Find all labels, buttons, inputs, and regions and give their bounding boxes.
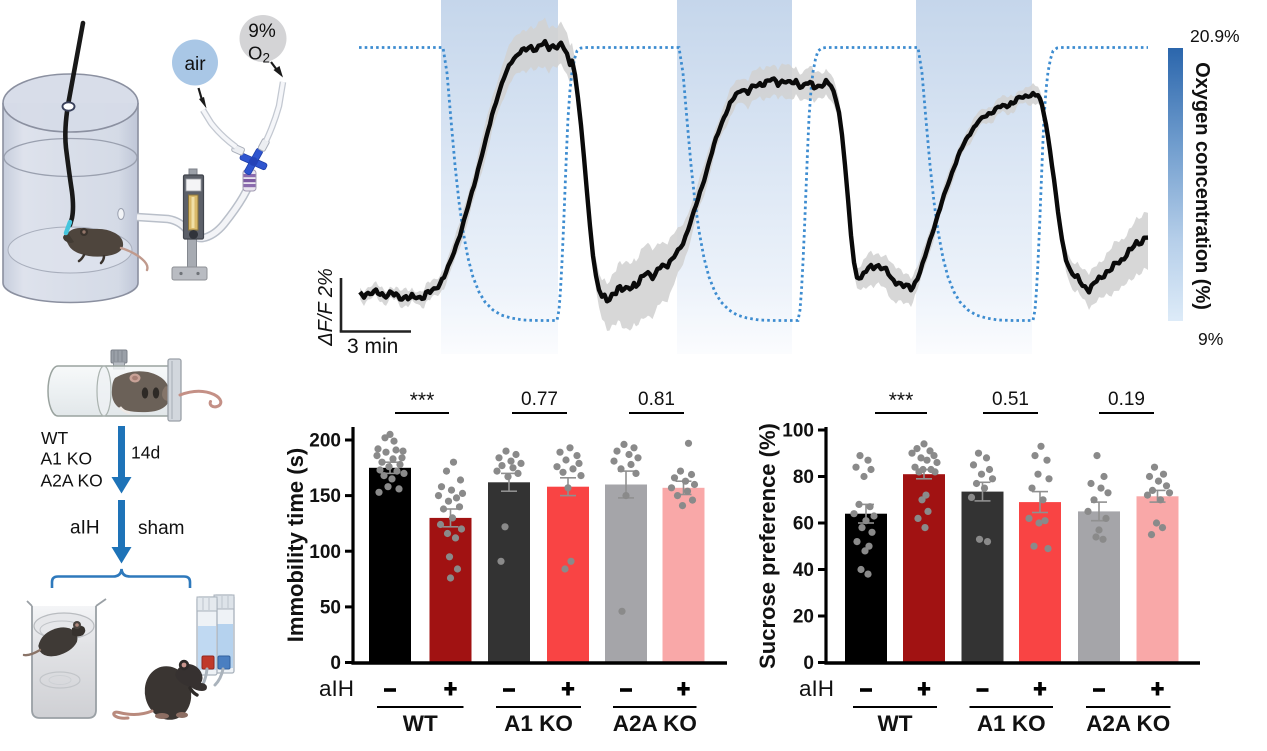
svg-text:***: *** [889, 389, 914, 412]
svg-text:9%: 9% [1198, 329, 1223, 349]
svg-text:Immobility time (s): Immobility time (s) [283, 448, 308, 642]
svg-text:WT: WT [403, 711, 438, 736]
svg-text:50: 50 [320, 597, 341, 618]
svg-text:3 min: 3 min [347, 335, 398, 358]
svg-text:aIH: aIH [799, 676, 834, 701]
svg-text:A2A KO: A2A KO [1086, 711, 1170, 736]
svg-text:0.81: 0.81 [638, 389, 675, 410]
svg-text:100: 100 [309, 542, 341, 563]
svg-text:200: 200 [309, 431, 341, 452]
svg-text:Sucrose preference (%): Sucrose preference (%) [755, 423, 780, 669]
svg-text:aIH: aIH [319, 676, 354, 701]
svg-text:40: 40 [793, 560, 814, 581]
svg-text:sham: sham [138, 518, 184, 539]
svg-text:A2A KO: A2A KO [41, 471, 103, 491]
svg-text:ΔF/F 2%: ΔF/F 2% [315, 268, 337, 347]
svg-text:aIH: aIH [70, 518, 100, 539]
svg-text:0: 0 [803, 653, 814, 674]
svg-text:A2A KO: A2A KO [613, 711, 697, 736]
svg-text:80: 80 [793, 467, 814, 488]
svg-text:0.19: 0.19 [1108, 389, 1145, 410]
svg-text:air: air [184, 54, 206, 75]
svg-text:***: *** [410, 389, 435, 412]
svg-text:14d: 14d [131, 443, 160, 463]
svg-text:150: 150 [309, 486, 341, 507]
svg-text:A1 KO: A1 KO [504, 711, 573, 736]
svg-text:0.51: 0.51 [992, 389, 1029, 410]
svg-text:20: 20 [793, 607, 814, 628]
svg-text:A1 KO: A1 KO [41, 449, 93, 469]
svg-text:A1 KO: A1 KO [977, 711, 1046, 736]
svg-text:0.77: 0.77 [521, 389, 558, 410]
svg-text:100: 100 [782, 421, 814, 442]
svg-text:60: 60 [793, 514, 814, 535]
svg-text:20.9%: 20.9% [1190, 26, 1240, 46]
svg-text:WT: WT [41, 428, 69, 448]
svg-text:WT: WT [878, 711, 913, 736]
svg-text:Oxygen concentration (%): Oxygen concentration (%) [1191, 62, 1213, 310]
svg-text:0: 0 [330, 653, 341, 674]
svg-text:9%: 9% [248, 21, 276, 42]
